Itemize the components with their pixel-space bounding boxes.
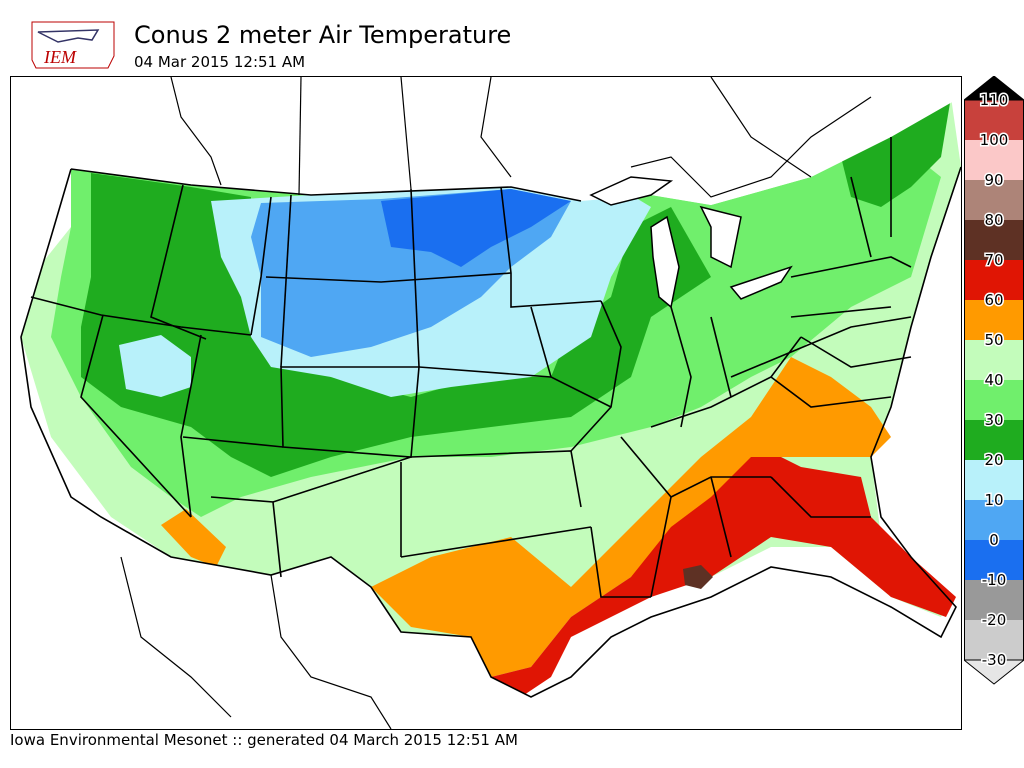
colorbar-tick-label: 60 <box>984 291 1003 309</box>
colorbar-bin <box>964 300 1024 340</box>
colorbar-bin <box>964 540 1024 580</box>
colorbar-tick-label: 0 <box>989 531 999 549</box>
colorbar-tick-label: 30 <box>984 411 1003 429</box>
colorbar-tick-label: 80 <box>984 211 1003 229</box>
coastline <box>20 166 961 698</box>
lake-erie <box>729 265 793 300</box>
colorbar-bin <box>964 620 1024 660</box>
canada-cut <box>71 77 961 205</box>
colorbar-tick-label: 90 <box>984 171 1003 189</box>
colorbar-legend: 110 100 90 80 70 60 50 40 30 20 10 0 -10 -20 -30 <box>962 75 1024 692</box>
mexico-area <box>71 517 491 729</box>
colorbar-bin <box>964 580 1024 620</box>
colorbar-bin <box>964 220 1024 260</box>
pacific-cut <box>11 77 101 729</box>
lake-superior <box>589 176 674 206</box>
colorbar-bin <box>964 260 1024 300</box>
colorbar-bin <box>964 380 1024 420</box>
zone-50 <box>371 357 891 677</box>
colorbar-tick-label: 40 <box>984 371 1003 389</box>
zone-50-arizona <box>161 509 226 567</box>
colorbar-tick-label: 20 <box>984 451 1003 469</box>
iem-logo: IEM <box>28 16 120 72</box>
colorbar-bin <box>964 140 1024 180</box>
logo-text: IEM <box>43 47 77 67</box>
colorbar-tick-label: 70 <box>984 251 1003 269</box>
colorbar-tick-label: 10 <box>984 491 1003 509</box>
colorbar-bin <box>964 500 1024 540</box>
gulf-of-mexico <box>431 567 961 729</box>
colorbar-tick-label: 110 <box>980 91 1009 109</box>
colorbar-tick-label: 100 <box>980 131 1009 149</box>
colorbar-bin <box>964 340 1024 380</box>
footer-credit: Iowa Environmental Mesonet :: generated … <box>10 731 518 749</box>
colorbar-bin <box>964 420 1024 460</box>
zone-70 <box>683 565 713 589</box>
foreign-boundaries <box>120 77 872 729</box>
colorbar-bin <box>964 460 1024 500</box>
lake-huron <box>699 205 742 269</box>
colorbar-tick-label: -20 <box>982 611 1007 629</box>
colorbar-bin <box>964 180 1024 220</box>
colorbar-tick-label: 50 <box>984 331 1003 349</box>
zone-10-basin <box>119 335 191 397</box>
state-boundaries <box>30 137 912 598</box>
zone-neg10 <box>381 189 571 267</box>
page-title: Conus 2 meter Air Temperature <box>134 21 512 49</box>
colorbar-tick-label: -30 <box>982 651 1007 669</box>
colorbar-tick-label: -10 <box>982 571 1007 589</box>
temperature-map <box>10 76 962 730</box>
map-svg <box>11 77 961 729</box>
timestamp: 04 Mar 2015 12:51 AM <box>134 53 306 71</box>
colorbar-bin <box>964 100 1024 140</box>
